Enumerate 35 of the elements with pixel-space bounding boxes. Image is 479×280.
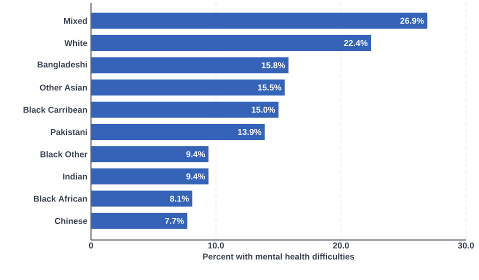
y-tick-label: Black African	[34, 196, 87, 202]
y-tick-label: Other Asian	[40, 84, 87, 91]
x-tick-label: 0	[88, 242, 94, 249]
y-tick-label: Mixed	[64, 18, 87, 24]
data-label: 22.4%	[344, 40, 368, 46]
data-label: 9.4%	[186, 173, 206, 180]
x-axis-title: Percent with mental health difficulties	[203, 253, 354, 260]
bar	[91, 102, 278, 118]
bar	[91, 57, 289, 74]
y-tick-label: Bangladeshi	[38, 61, 87, 70]
x-tick-label: 10.0	[208, 242, 224, 249]
y-tick-label: Chinese	[54, 218, 88, 224]
y-tick-label: White	[64, 40, 88, 46]
data-label: 7.7%	[165, 218, 184, 224]
bar	[91, 146, 208, 162]
y-tick-label: Pakistani	[50, 128, 87, 136]
x-tick-label: 20.0	[333, 242, 349, 249]
bar	[91, 190, 192, 207]
x-tick-label: 30.0	[458, 242, 474, 249]
data-label: 13.9%	[238, 128, 262, 135]
bar	[91, 12, 428, 29]
data-label: 15.5%	[258, 84, 282, 90]
data-label: 15.8%	[262, 62, 286, 68]
y-tick-label: Black Carribean	[24, 106, 87, 113]
bar	[91, 168, 208, 184]
bar	[91, 124, 265, 140]
bar	[91, 212, 188, 229]
bar	[91, 35, 372, 52]
data-label: 9.4%	[186, 151, 206, 158]
y-tick-label: Indian	[63, 173, 87, 180]
bar	[91, 79, 285, 96]
data-label: 26.9%	[400, 18, 424, 24]
data-label: 8.1%	[170, 196, 189, 202]
y-tick-label: Black Other	[40, 151, 88, 158]
data-label: 15.0%	[252, 106, 276, 113]
